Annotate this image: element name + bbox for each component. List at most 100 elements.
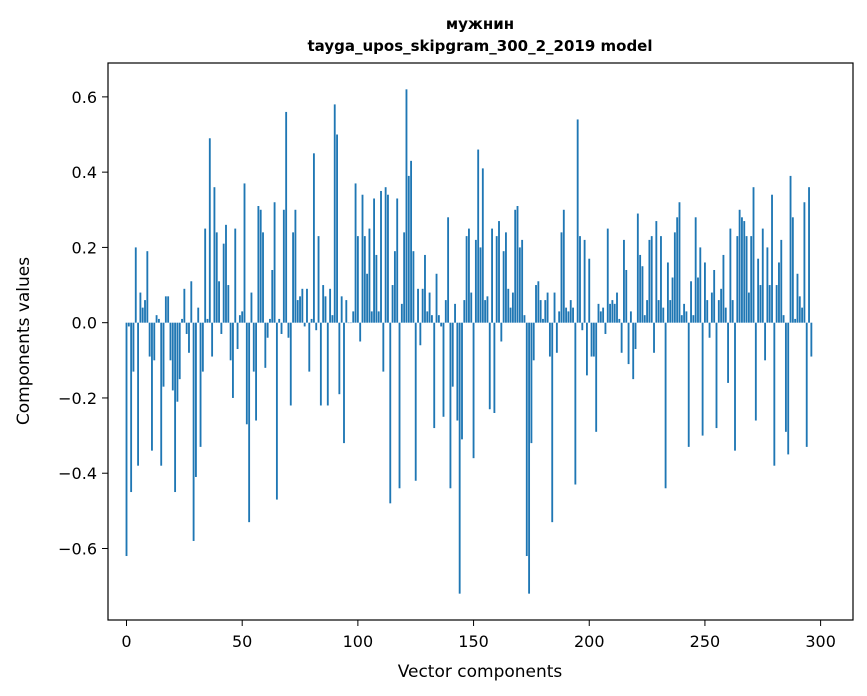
bar — [137, 322, 139, 466]
bar — [412, 251, 415, 323]
bar — [493, 322, 496, 413]
bar — [530, 322, 533, 444]
bar — [486, 296, 489, 323]
bar — [632, 322, 635, 380]
bar — [269, 318, 271, 323]
bar — [655, 221, 658, 323]
bar — [791, 217, 794, 323]
bar — [639, 254, 642, 323]
bar — [171, 322, 174, 391]
bar — [567, 311, 570, 323]
bar — [518, 247, 521, 323]
bar — [299, 296, 301, 323]
bar — [433, 322, 436, 429]
bar — [771, 194, 773, 323]
bar — [257, 206, 260, 323]
y-axis-label: Components values — [14, 257, 34, 425]
bar — [262, 232, 264, 323]
bar — [213, 187, 216, 323]
bar — [468, 228, 470, 323]
bar — [317, 236, 320, 323]
bar — [273, 202, 276, 323]
bar — [676, 217, 679, 323]
bar — [345, 300, 348, 323]
bar — [201, 322, 204, 372]
bar — [750, 236, 753, 323]
bar — [363, 236, 366, 323]
bar — [252, 322, 255, 372]
bar — [648, 239, 651, 323]
bar — [701, 322, 704, 436]
bar — [266, 322, 269, 338]
bar — [178, 322, 181, 380]
x-axis-ticks: 0 50 100 150 200 250 300 — [121, 620, 836, 651]
bar — [798, 296, 801, 323]
bar — [724, 307, 727, 323]
bar — [623, 239, 625, 323]
bar — [132, 322, 135, 372]
bar — [782, 315, 785, 323]
x-tick-label: 300 — [805, 632, 836, 651]
bar — [157, 318, 160, 323]
bar — [174, 322, 177, 493]
bar — [259, 209, 262, 323]
bar — [426, 311, 429, 323]
bar — [657, 300, 660, 323]
bar — [474, 239, 477, 323]
bar — [625, 269, 628, 323]
bar — [595, 322, 598, 432]
bar — [787, 322, 790, 455]
bar — [775, 285, 778, 323]
bar — [331, 315, 334, 323]
y-tick-label: −0.6 — [58, 539, 97, 558]
bar — [794, 318, 797, 323]
bar — [773, 322, 776, 466]
bar — [509, 307, 512, 323]
bar — [715, 322, 718, 429]
bar — [629, 311, 632, 323]
bar — [604, 322, 607, 334]
bar — [653, 322, 655, 353]
bar — [141, 307, 144, 323]
bar — [692, 315, 695, 323]
bar — [778, 262, 780, 323]
bar — [738, 209, 741, 323]
bar — [796, 273, 799, 323]
y-tick-label: 0.0 — [72, 314, 97, 333]
bar — [643, 315, 646, 323]
bar — [153, 322, 156, 361]
bar — [465, 236, 468, 323]
bar — [308, 322, 311, 372]
bar — [419, 322, 422, 346]
bar — [255, 322, 257, 421]
plot-frame — [107, 62, 854, 621]
bar — [704, 262, 706, 323]
bar — [565, 307, 568, 323]
chart-title-line2: tayga_upos_skipgram_300_2_2019 model — [308, 37, 653, 55]
bar — [326, 322, 329, 406]
bar — [241, 311, 244, 323]
bar — [319, 322, 322, 406]
bar — [463, 300, 466, 323]
bar — [361, 194, 364, 323]
bar — [414, 322, 417, 481]
bar — [713, 269, 716, 323]
bar — [736, 236, 739, 323]
bar — [405, 89, 408, 323]
bar — [488, 322, 491, 410]
bar — [206, 318, 209, 323]
bar — [498, 221, 500, 323]
bar — [377, 311, 380, 323]
bar — [801, 307, 804, 323]
bar — [660, 236, 662, 323]
bar — [294, 209, 297, 323]
bar — [553, 292, 556, 323]
bar — [407, 175, 410, 323]
bar — [324, 296, 327, 323]
bar — [505, 232, 507, 323]
bar — [747, 292, 750, 323]
bar — [440, 322, 443, 327]
bar — [761, 228, 764, 323]
bar — [477, 149, 480, 323]
